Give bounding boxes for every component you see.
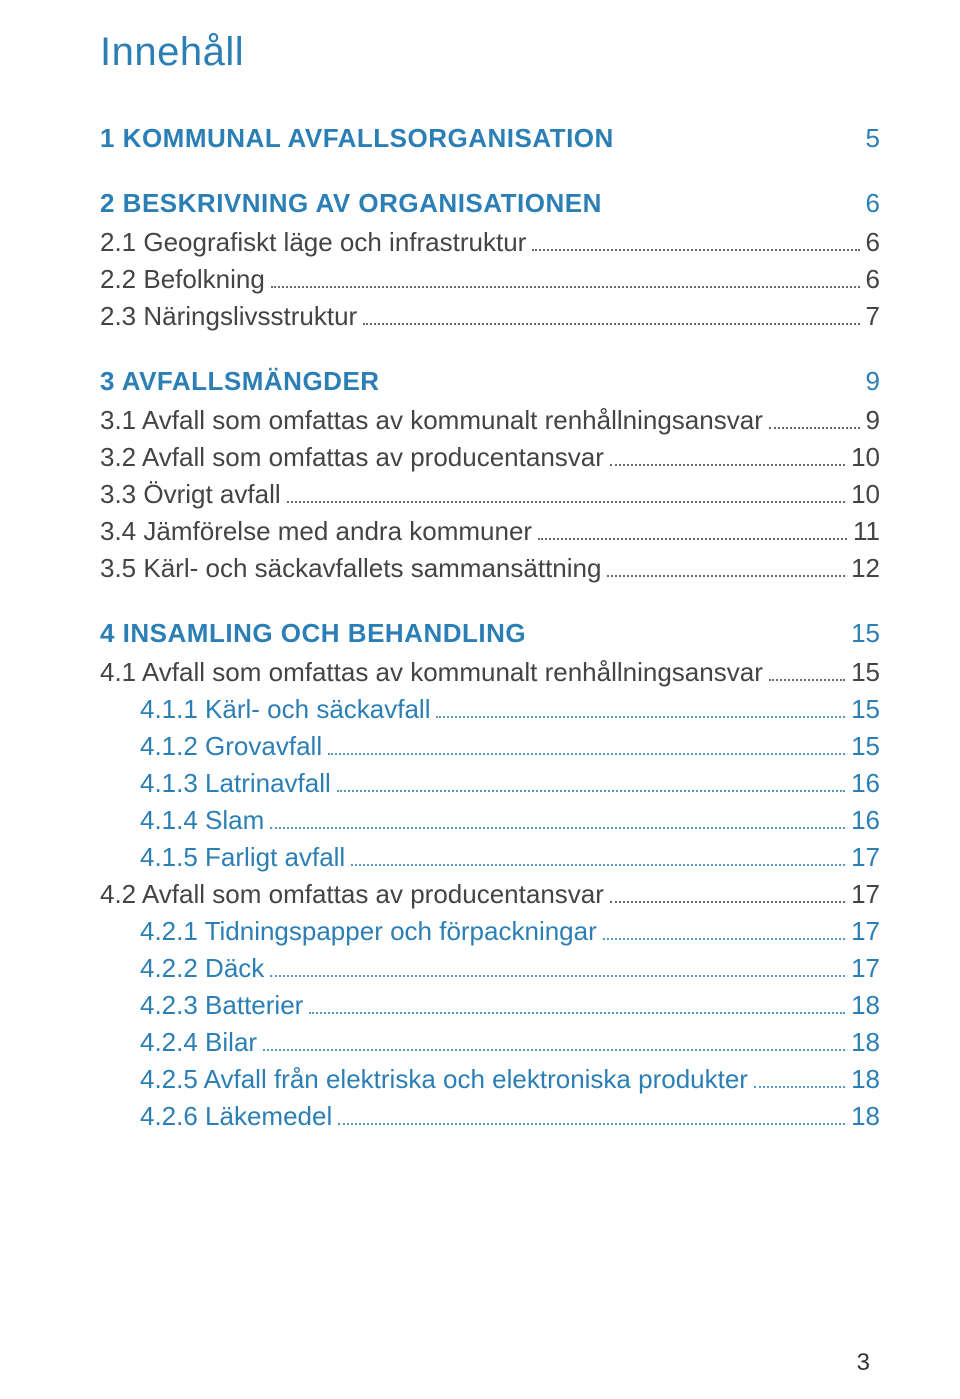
toc-page: 10 bbox=[851, 479, 880, 510]
toc-row: 4.2.1 Tidningspapper och förpackningar 17 bbox=[100, 916, 880, 947]
toc-leader bbox=[436, 716, 845, 718]
toc-leader bbox=[363, 323, 859, 325]
page-number: 3 bbox=[857, 1349, 870, 1377]
toc-page: 17 bbox=[851, 879, 880, 910]
toc-label: 2.3 Näringslivsstruktur bbox=[100, 301, 357, 332]
toc-leader bbox=[754, 1086, 845, 1088]
toc-row: 4.1.3 Latrinavfall 16 bbox=[100, 768, 880, 799]
toc-row: 3.3 Övrigt avfall 10 bbox=[100, 479, 880, 510]
toc-row: 1 KOMMUNAL AVFALLSORGANISATION 5 bbox=[100, 123, 880, 154]
toc-leader bbox=[270, 975, 845, 977]
toc-label: 4.1 Avfall som omfattas av kommunalt ren… bbox=[100, 657, 763, 688]
toc-leader bbox=[338, 1123, 845, 1125]
toc-row: 4.2.5 Avfall från elektriska och elektro… bbox=[100, 1064, 880, 1095]
toc-label: 3.5 Kärl- och säckavfallets sammansättni… bbox=[100, 553, 601, 584]
toc-page: 6 bbox=[866, 264, 880, 295]
toc-page: 17 bbox=[851, 953, 880, 984]
toc-leader bbox=[610, 901, 845, 903]
toc-label: 4.2.3 Batterier bbox=[140, 990, 303, 1021]
toc-row: 2.1 Geografiskt läge och infrastruktur 6 bbox=[100, 227, 880, 258]
toc-page: 18 bbox=[851, 990, 880, 1021]
toc-label: 3.4 Jämförelse med andra kommuner bbox=[100, 516, 532, 547]
toc-label: 3.3 Övrigt avfall bbox=[100, 479, 281, 510]
toc-leader bbox=[607, 575, 845, 577]
toc-row: 3 AVFALLSMÄNGDER 9 bbox=[100, 366, 880, 397]
toc-row: 4.1 Avfall som omfattas av kommunalt ren… bbox=[100, 657, 880, 688]
toc-page: 6 bbox=[866, 227, 880, 258]
page-title: Innehåll bbox=[100, 30, 880, 75]
toc-leader bbox=[287, 501, 845, 503]
toc-label: 3.2 Avfall som omfattas av producentansv… bbox=[100, 442, 604, 473]
toc-label: 3.1 Avfall som omfattas av kommunalt ren… bbox=[100, 405, 763, 436]
toc-page: 10 bbox=[851, 442, 880, 473]
toc-page: 16 bbox=[851, 805, 880, 836]
toc-page: 15 bbox=[851, 694, 880, 725]
toc-label: 4.1.4 Slam bbox=[140, 805, 264, 836]
toc-label: 4.2.6 Läkemedel bbox=[140, 1101, 332, 1132]
toc-row: 3.1 Avfall som omfattas av kommunalt ren… bbox=[100, 405, 880, 436]
toc-leader bbox=[769, 679, 845, 681]
toc-page: 9 bbox=[866, 405, 880, 436]
toc-label: 4.1.3 Latrinavfall bbox=[140, 768, 331, 799]
toc-leader bbox=[337, 790, 845, 792]
toc-row: 3.2 Avfall som omfattas av producentansv… bbox=[100, 442, 880, 473]
toc-page: 15 bbox=[851, 618, 880, 649]
toc-page: 5 bbox=[866, 123, 880, 154]
toc-leader bbox=[270, 827, 845, 829]
toc-row: 4.2.3 Batterier 18 bbox=[100, 990, 880, 1021]
toc-leader bbox=[532, 249, 859, 251]
toc-page: 15 bbox=[851, 731, 880, 762]
toc-label: 4.1.1 Kärl- och säckavfall bbox=[140, 694, 430, 725]
toc-row: 4 INSAMLING OCH BEHANDLING 15 bbox=[100, 618, 880, 649]
toc-label: 4.2.1 Tidningspapper och förpackningar bbox=[140, 916, 597, 947]
toc-page: 18 bbox=[851, 1101, 880, 1132]
toc-row: 4.2 Avfall som omfattas av producentansv… bbox=[100, 879, 880, 910]
toc-page: 17 bbox=[851, 842, 880, 873]
toc-label: 4 INSAMLING OCH BEHANDLING bbox=[100, 618, 526, 649]
toc-label: 4.1.5 Farligt avfall bbox=[140, 842, 345, 873]
toc-leader bbox=[538, 538, 847, 540]
toc-row: 3.4 Jämförelse med andra kommuner 11 bbox=[100, 516, 880, 547]
toc-leader bbox=[328, 753, 845, 755]
toc-label: 4.2 Avfall som omfattas av producentansv… bbox=[100, 879, 604, 910]
toc-list: 1 KOMMUNAL AVFALLSORGANISATION 5 2 BESKRIV… bbox=[100, 123, 880, 1132]
toc-page: 6 bbox=[866, 188, 880, 219]
toc-leader bbox=[271, 286, 860, 288]
toc-page: 16 bbox=[851, 768, 880, 799]
toc-label: 2.2 Befolkning bbox=[100, 264, 265, 295]
toc-leader bbox=[769, 427, 860, 429]
toc-leader bbox=[603, 938, 845, 940]
toc-page: 18 bbox=[851, 1027, 880, 1058]
toc-label: 1 KOMMUNAL AVFALLSORGANISATION bbox=[100, 123, 614, 154]
toc-row: 4.1.1 Kärl- och säckavfall 15 bbox=[100, 694, 880, 725]
toc-page: 9 bbox=[866, 366, 880, 397]
toc-leader bbox=[351, 864, 845, 866]
toc-row: 2.2 Befolkning 6 bbox=[100, 264, 880, 295]
toc-leader bbox=[610, 464, 845, 466]
toc-label: 4.2.5 Avfall från elektriska och elektro… bbox=[140, 1064, 748, 1095]
toc-page: 11 bbox=[853, 516, 880, 547]
toc-page: 7 bbox=[866, 301, 880, 332]
toc-leader bbox=[263, 1049, 845, 1051]
toc-label: 4.2.2 Däck bbox=[140, 953, 264, 984]
toc-leader bbox=[309, 1012, 845, 1014]
toc-row: 4.1.2 Grovavfall 15 bbox=[100, 731, 880, 762]
toc-row: 4.2.4 Bilar 18 bbox=[100, 1027, 880, 1058]
toc-row: 2.3 Näringslivsstruktur 7 bbox=[100, 301, 880, 332]
toc-page: 18 bbox=[851, 1064, 880, 1095]
toc-label: 3 AVFALLSMÄNGDER bbox=[100, 366, 380, 397]
toc-label: 4.2.4 Bilar bbox=[140, 1027, 257, 1058]
toc-row: 4.1.4 Slam 16 bbox=[100, 805, 880, 836]
toc-label: 2 BESKRIVNING AV ORGANISATIONEN bbox=[100, 188, 602, 219]
toc-row: 2 BESKRIVNING AV ORGANISATIONEN 6 bbox=[100, 188, 880, 219]
toc-page: 12 bbox=[851, 553, 880, 584]
toc-page: 15 bbox=[851, 657, 880, 688]
toc-label: 4.1.2 Grovavfall bbox=[140, 731, 322, 762]
toc-row: 4.1.5 Farligt avfall 17 bbox=[100, 842, 880, 873]
toc-page: 17 bbox=[851, 916, 880, 947]
toc-row: 4.2.6 Läkemedel 18 bbox=[100, 1101, 880, 1132]
toc-row: 4.2.2 Däck 17 bbox=[100, 953, 880, 984]
toc-row: 3.5 Kärl- och säckavfallets sammansättni… bbox=[100, 553, 880, 584]
toc-label: 2.1 Geografiskt läge och infrastruktur bbox=[100, 227, 526, 258]
